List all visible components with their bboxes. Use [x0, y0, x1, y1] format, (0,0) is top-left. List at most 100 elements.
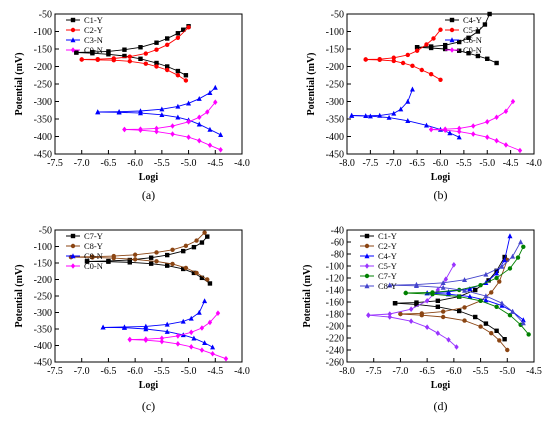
data-point — [473, 287, 478, 293]
data-point — [165, 64, 170, 69]
plot-frame — [346, 13, 535, 155]
panel-label: (a) — [142, 188, 155, 202]
data-point — [478, 324, 483, 329]
data-point — [483, 321, 489, 326]
x-tick-label: -7.5 — [47, 158, 63, 169]
data-point — [398, 106, 404, 112]
data-point — [457, 308, 462, 314]
series-c4-y — [414, 11, 499, 66]
data-point — [438, 27, 443, 32]
y-tick-label: -100 — [326, 262, 344, 273]
data-point — [499, 300, 505, 306]
series-c5-y — [363, 27, 443, 83]
y-axis-title: Potential (mV) — [306, 52, 317, 115]
data-point — [367, 113, 373, 119]
data-point — [188, 315, 194, 321]
data-point — [106, 49, 111, 54]
data-point — [165, 252, 170, 258]
data-point — [143, 337, 149, 344]
legend-marker — [70, 263, 76, 269]
y-tick-label: -400 — [34, 341, 52, 352]
data-point — [122, 53, 127, 59]
data-point — [405, 118, 411, 123]
data-point — [507, 313, 513, 318]
data-point — [154, 250, 159, 255]
data-point — [175, 31, 181, 36]
data-point — [497, 279, 502, 284]
y-tick-label: -350 — [326, 115, 344, 126]
data-point — [194, 270, 199, 276]
series-c9-n — [100, 298, 216, 350]
chart-panel-a: -7.5 -7.0 -6.5 -6.0 -5.5 -5.0 -4.5 -4.0 -450 -400… — [14, 10, 250, 203]
x-tick-label: -6.0 — [433, 158, 449, 169]
y-tick-label: -300 — [34, 97, 52, 108]
data-point — [443, 276, 449, 282]
data-point — [111, 58, 116, 63]
data-point — [181, 248, 186, 254]
data-point — [454, 344, 459, 350]
anodic-line — [431, 101, 514, 130]
legend-label: C0-N — [84, 45, 103, 55]
data-point — [446, 337, 451, 343]
data-point — [503, 108, 509, 115]
series-c2-y — [79, 25, 191, 83]
y-tick-label: -300 — [34, 308, 52, 319]
legend-marker — [364, 273, 370, 279]
data-point — [494, 304, 499, 309]
data-point — [191, 335, 197, 341]
y-tick-label: -180 — [326, 310, 344, 321]
data-point — [462, 287, 468, 293]
legend-marker — [364, 233, 370, 239]
cathodic-line — [405, 292, 530, 335]
data-point — [419, 313, 424, 318]
data-point — [442, 127, 448, 133]
y-tick-label: -140 — [326, 286, 344, 297]
data-point — [207, 126, 213, 132]
x-tick-label: -4.0 — [526, 158, 542, 169]
data-point — [159, 338, 165, 345]
legend-marker — [70, 17, 76, 23]
data-point — [127, 59, 132, 64]
data-point — [428, 45, 434, 51]
legend-label: C8-Y — [84, 241, 103, 251]
data-point — [122, 47, 127, 52]
data-point — [223, 355, 229, 362]
data-point — [165, 42, 170, 47]
y-tick-label: -200 — [34, 62, 52, 73]
data-point — [95, 109, 101, 115]
data-point — [487, 11, 492, 17]
x-tick-label: -7.5 — [366, 366, 382, 377]
data-point — [505, 347, 510, 353]
data-point — [497, 338, 502, 343]
data-point — [424, 42, 429, 47]
data-point — [478, 283, 483, 288]
data-point — [466, 51, 471, 56]
data-point — [457, 294, 462, 299]
data-point — [494, 275, 499, 281]
anodic-line — [400, 259, 508, 315]
data-point — [127, 54, 132, 59]
data-point — [510, 253, 516, 259]
data-point — [494, 114, 499, 121]
x-tick-label: -4.5 — [503, 158, 519, 169]
x-tick-label: -5.5 — [154, 158, 170, 169]
y-tick-label: -200 — [326, 322, 344, 333]
data-point — [175, 333, 181, 339]
data-point — [218, 147, 223, 153]
data-point — [456, 134, 462, 140]
data-point — [391, 58, 396, 64]
data-point — [515, 255, 521, 260]
data-point — [205, 109, 210, 115]
data-point — [121, 324, 127, 330]
data-point — [485, 119, 490, 125]
data-point — [196, 309, 202, 315]
y-tick-label: -450 — [34, 358, 52, 369]
data-point — [215, 310, 221, 316]
data-point — [400, 60, 406, 66]
y-tick-label: -200 — [326, 62, 344, 73]
data-point — [181, 266, 186, 272]
x-tick-label: -6.0 — [127, 366, 143, 377]
data-point — [205, 277, 210, 282]
data-point — [199, 347, 205, 353]
y-tick-label: -100 — [34, 242, 52, 253]
